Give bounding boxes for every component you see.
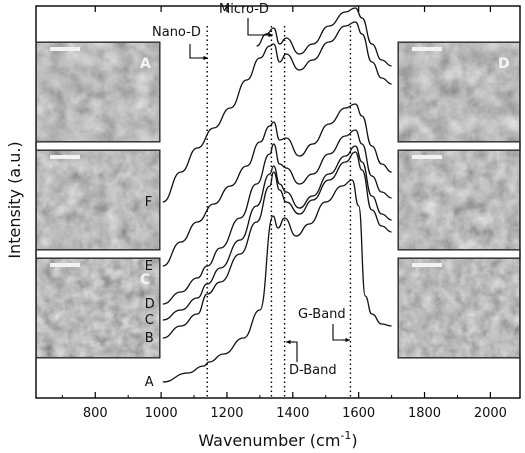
- series-label: F: [145, 195, 152, 210]
- inset-image-right-mid: [397, 149, 521, 251]
- inset-images: ACD: [35, 41, 521, 359]
- spectrum-line: [162, 103, 392, 267]
- annotation-leader: [247, 18, 270, 36]
- annotation-label: D-Band: [289, 363, 337, 378]
- inset-image-left-bottom: C: [35, 257, 161, 359]
- series-label: D: [145, 297, 155, 312]
- inset-image-left-mid: [35, 149, 161, 251]
- series-label: C: [145, 313, 154, 328]
- inset-letter: C: [140, 272, 150, 288]
- annotation-leader: [290, 341, 298, 362]
- spectrum-line: [162, 129, 392, 305]
- series-label: E: [145, 259, 153, 274]
- x-tick-label: 800: [83, 406, 108, 421]
- x-axis-label-close: ): [351, 431, 357, 450]
- x-axis-label: Wavenumber (cm-1): [198, 429, 357, 450]
- annotation-arrowhead: [286, 339, 291, 345]
- scale-bar: [50, 263, 80, 267]
- series-label: B: [145, 331, 154, 346]
- series-group: [162, 7, 392, 383]
- x-tick-label: 1000: [145, 406, 178, 421]
- x-axis-ticks: 800 1000 1200 1400 1600 1800 2000: [61, 6, 507, 421]
- annotation-label: G-Band: [298, 307, 346, 322]
- inset-image-right-bottom: [397, 257, 521, 359]
- annotation-arrowhead: [268, 32, 273, 38]
- spectrum-line: [162, 21, 392, 203]
- inset-texture: [399, 259, 519, 357]
- annotations: Nano-D Micro-D G-Band D-Band: [152, 2, 350, 378]
- series-labels: A BCD E F: [145, 195, 155, 390]
- spectrum-line: [256, 7, 392, 67]
- inset-image-right-top: D: [397, 41, 521, 143]
- annotation-arrowhead: [345, 337, 350, 343]
- annotation-leader: [189, 44, 205, 59]
- x-axis-label-superscript: -1: [340, 429, 351, 442]
- scale-bar: [412, 155, 442, 159]
- annotation-leader: [332, 324, 343, 341]
- x-tick-label: 1600: [342, 406, 375, 421]
- x-tick-label: 2000: [474, 406, 507, 421]
- inset-image-left-top: A: [35, 41, 161, 143]
- x-tick-label: 1800: [408, 406, 441, 421]
- inset-texture: [37, 43, 159, 141]
- series-label: A: [145, 375, 154, 390]
- inset-letter: A: [140, 56, 151, 72]
- scale-bar: [412, 263, 442, 267]
- spectrum-line: [162, 145, 392, 321]
- x-tick-label: 1200: [210, 406, 243, 421]
- inset-letter: D: [498, 56, 510, 72]
- y-axis-label: Intensity (a.u.): [5, 141, 24, 258]
- x-tick-label: 1400: [276, 406, 309, 421]
- reference-lines: [206, 26, 352, 398]
- scale-bar: [50, 155, 80, 159]
- annotation-label: Nano-D: [152, 25, 201, 40]
- annotation-label: Micro-D: [219, 2, 269, 17]
- scale-bar: [50, 47, 80, 51]
- inset-texture: [37, 259, 159, 357]
- inset-texture: [37, 151, 159, 249]
- spectrum-line: [162, 151, 392, 339]
- scale-bar: [412, 47, 442, 51]
- annotation-arrowhead: [203, 55, 208, 61]
- spectrum-line: [162, 179, 392, 383]
- x-axis-label-main: Wavenumber (cm: [198, 431, 340, 450]
- inset-texture: [399, 43, 519, 141]
- inset-texture: [399, 151, 519, 249]
